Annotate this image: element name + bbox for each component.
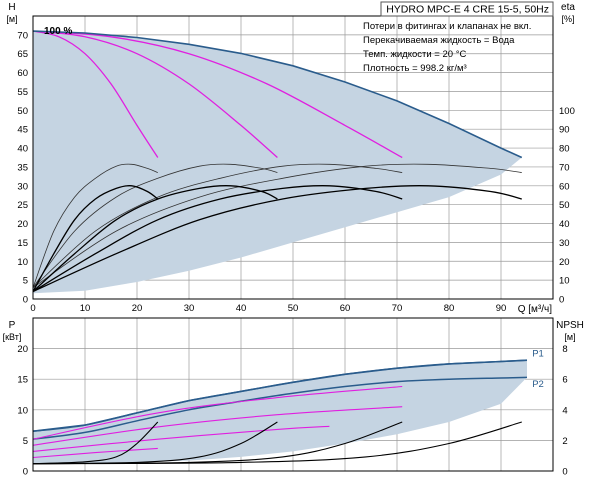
- eta-tick-100: 100: [559, 106, 575, 117]
- head-tick-70: 70: [17, 30, 28, 41]
- head-tick-45: 45: [17, 125, 28, 136]
- flow-tick-0: 0: [30, 303, 35, 314]
- eta-tick-labels: 0 10 20 30 40 50 60 70 80 90 100: [559, 106, 575, 306]
- npsh-tick-labels: 0 2 4 6 8: [562, 344, 567, 477]
- npsh-tick-0: 0: [562, 467, 567, 478]
- head-tick-50: 50: [17, 106, 28, 117]
- power-curves: [32, 359, 528, 465]
- flow-tick-50: 50: [288, 303, 299, 314]
- eta-tick-70: 70: [559, 162, 570, 173]
- speed-label: 100 %: [44, 26, 72, 37]
- power-curve-6: [32, 421, 159, 465]
- npsh-axis-label: NPSH: [556, 320, 584, 331]
- flow-tick-80: 80: [444, 303, 455, 314]
- power-curve-labels: P1 P2: [532, 348, 544, 390]
- power-tick-10: 10: [17, 405, 28, 416]
- head-curve-7: [32, 185, 159, 292]
- eta-tick-10: 10: [559, 276, 570, 287]
- eta-tick-80: 80: [559, 144, 570, 155]
- flow-tick-60: 60: [340, 303, 351, 314]
- head-curve-5: [32, 163, 403, 288]
- power-curve-3: [32, 406, 403, 446]
- npsh-tick-4: 4: [562, 405, 567, 416]
- eta-tick-30: 30: [559, 238, 570, 249]
- head-axis-label: H: [8, 2, 15, 13]
- head-curve-0: [32, 30, 159, 158]
- label-p2: P2: [532, 379, 544, 390]
- title-box: [380, 1, 554, 17]
- eta-tick-90: 90: [559, 125, 570, 136]
- eta-axis-label: eta: [561, 2, 575, 13]
- power-curve-5: [32, 447, 158, 459]
- head-tick-20: 20: [17, 219, 28, 230]
- flow-tick-10: 10: [80, 303, 91, 314]
- flow-tick-30: 30: [184, 303, 195, 314]
- head-tick-10: 10: [17, 257, 28, 268]
- flow-tick-40: 40: [236, 303, 247, 314]
- head-curve-6: [32, 163, 522, 289]
- head-curve-3: [32, 163, 158, 288]
- head-chart-frame: [32, 15, 554, 300]
- power-chart-frame: [32, 317, 554, 472]
- head-curve-4: [32, 163, 278, 288]
- head-axis-unit: [м]: [6, 14, 17, 24]
- head-curves: [32, 30, 523, 293]
- eta-tick-0: 0: [559, 295, 564, 306]
- head-tick-0: 0: [23, 295, 28, 306]
- power-tick-20: 20: [17, 344, 28, 355]
- head-tick-25: 25: [17, 200, 28, 211]
- npsh-tick-6: 6: [562, 375, 567, 386]
- power-envelope-area: [33, 360, 527, 464]
- power-operating-envelope: [32, 359, 528, 464]
- info-line-liquid: Перекачиваемая жидкость = Вода: [363, 35, 515, 46]
- head-tick-labels: 0 5 10 15 20 25 30 35 40 45 50 55 60 65 70: [17, 30, 28, 305]
- power-tick-labels: 0 5 10 15 20: [17, 344, 28, 477]
- power-tick-5: 5: [23, 436, 28, 447]
- power-curve-1: [32, 376, 528, 440]
- head-tick-60: 60: [17, 68, 28, 79]
- flow-tick-90: 90: [496, 303, 507, 314]
- head-operating-envelope: [33, 31, 522, 294]
- eta-tick-40: 40: [559, 219, 570, 230]
- head-tick-65: 65: [17, 49, 28, 60]
- power-curve-9: [32, 421, 522, 465]
- chart-title: HYDRO MPC-E 4 CRE 15-5, 50Hz: [386, 4, 549, 16]
- npsh-tick-8: 8: [562, 344, 567, 355]
- flow-tick-20: 20: [132, 303, 143, 314]
- power-curve-0: [32, 359, 528, 432]
- head-envelope-boundary: [32, 30, 523, 159]
- head-curve-10: [32, 185, 522, 293]
- eta-tick-60: 60: [559, 181, 570, 192]
- head-tick-30: 30: [17, 181, 28, 192]
- power-tick-15: 15: [17, 375, 28, 386]
- flow-tick-labels: 0 10 20 30 40 50 60 70 80 90: [30, 303, 506, 314]
- head-tick-40: 40: [17, 144, 28, 155]
- info-line-density: Плотность = 998.2 кг/м³: [363, 63, 467, 74]
- power-axis-label: P: [9, 320, 16, 331]
- info-line-fittings: Потери в фитингах и клапанах не вкл.: [363, 21, 531, 32]
- eta-axis-unit: [%]: [561, 14, 574, 24]
- npsh-axis-unit: [м]: [564, 332, 575, 342]
- head-curve-2: [32, 30, 403, 159]
- power-curve-2: [32, 385, 403, 440]
- npsh-tick-2: 2: [562, 436, 567, 447]
- flow-tick-70: 70: [392, 303, 403, 314]
- label-p1: P1: [532, 348, 544, 359]
- head-envelope-area: [33, 31, 522, 294]
- info-line-temperature: Темп. жидкости = 20 °C: [363, 49, 466, 60]
- head-curve-9: [32, 185, 403, 293]
- power-axis-unit: [кВт]: [3, 332, 22, 342]
- power-curve-4: [32, 425, 330, 452]
- head-tick-55: 55: [17, 87, 28, 98]
- eta-tick-50: 50: [559, 200, 570, 211]
- head-tick-5: 5: [23, 276, 28, 287]
- head-tick-35: 35: [17, 162, 28, 173]
- eta-tick-20: 20: [559, 257, 570, 268]
- head-curve-1: [32, 30, 278, 158]
- power-tick-0: 0: [23, 467, 28, 478]
- flow-axis-label: Q [м³/ч]: [518, 304, 553, 315]
- head-tick-15: 15: [17, 238, 28, 249]
